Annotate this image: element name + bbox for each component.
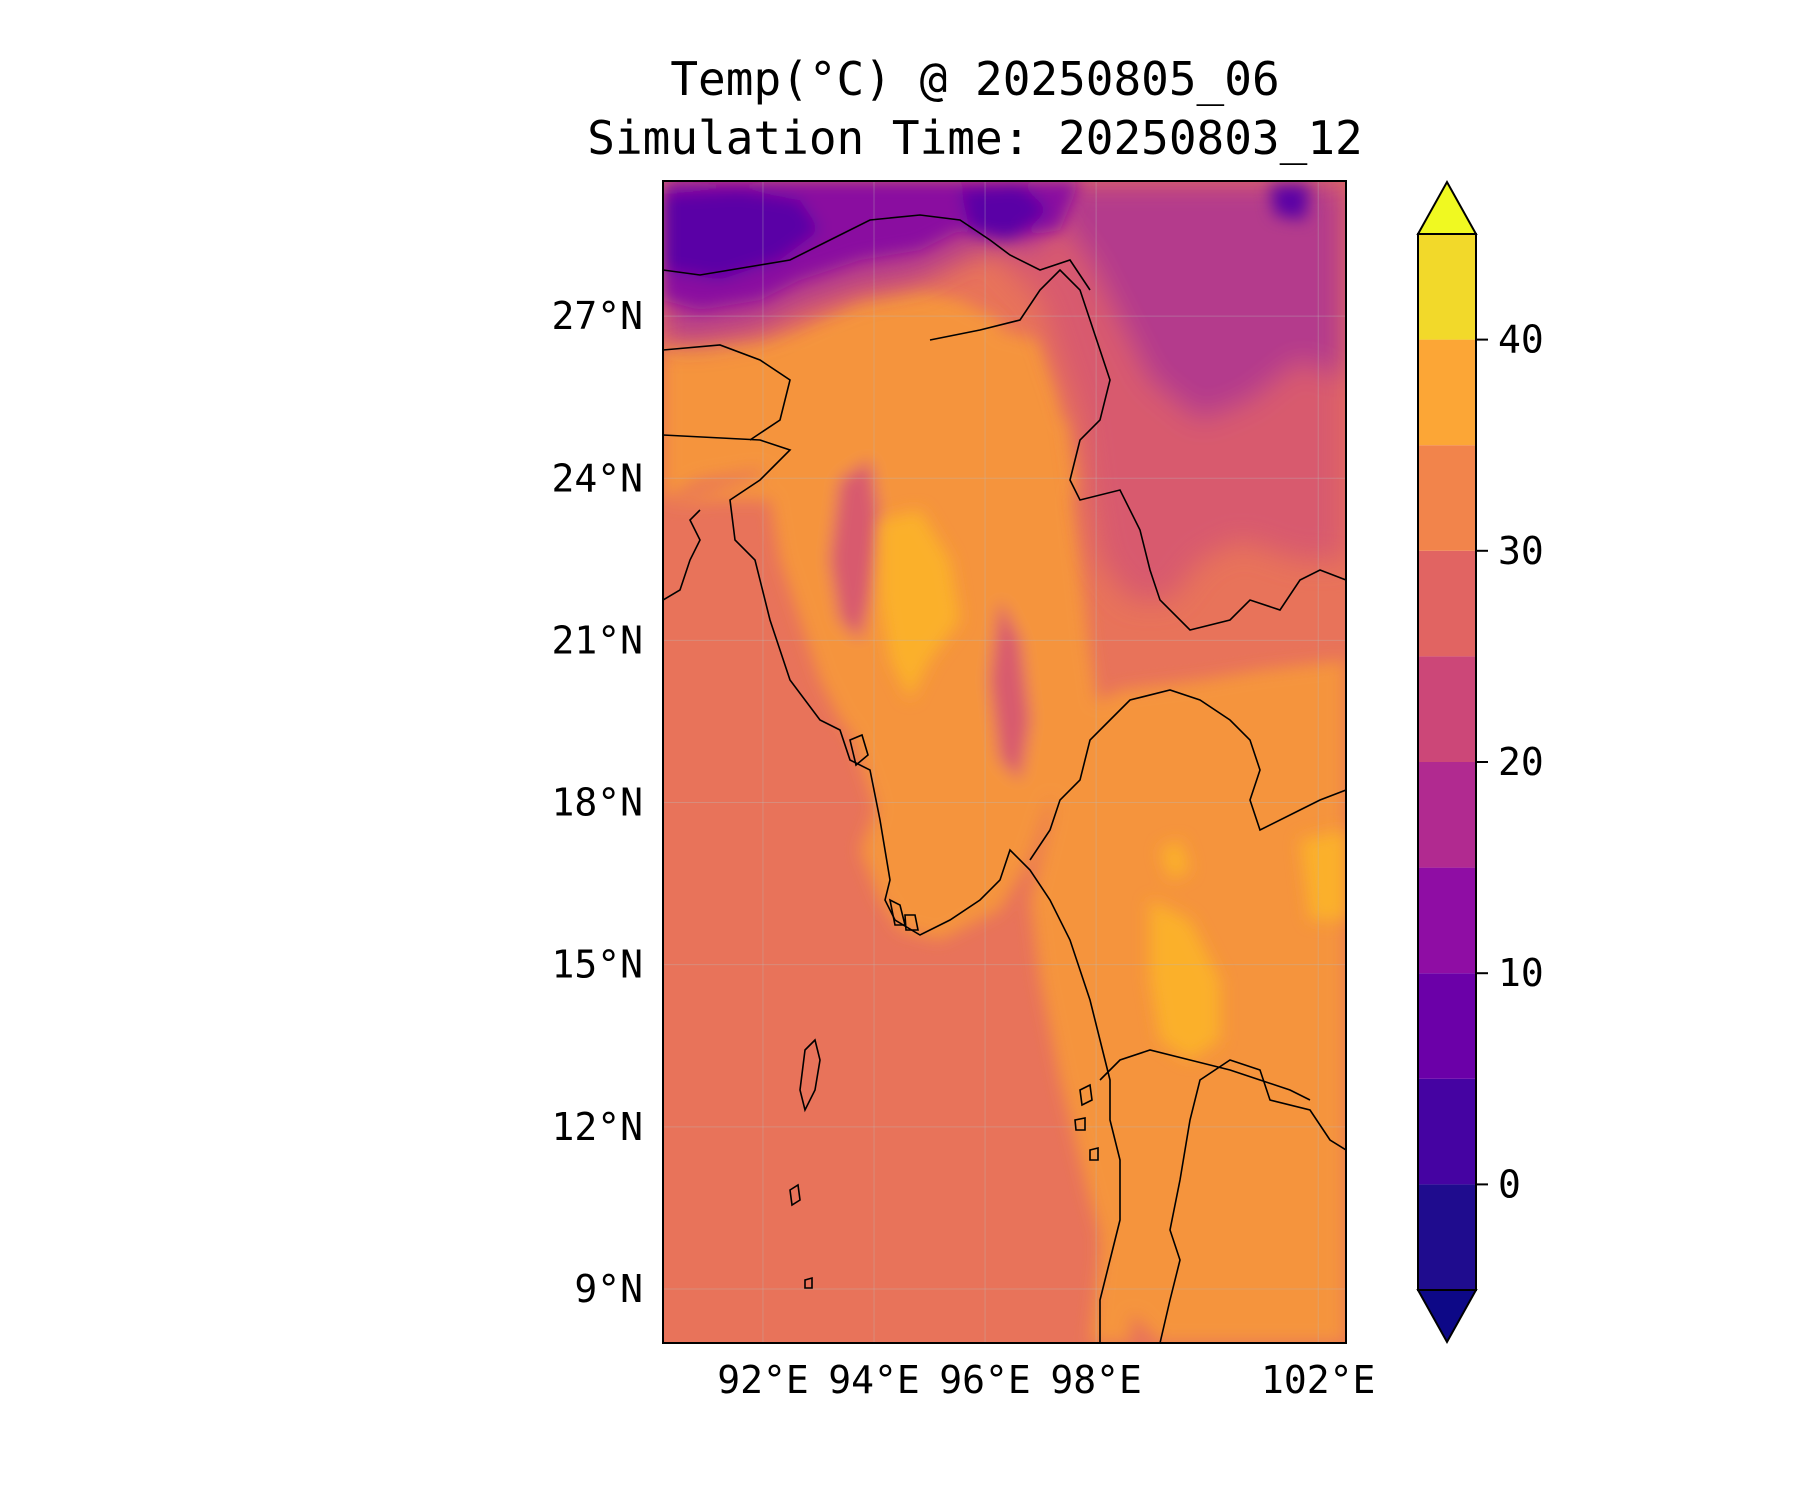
title-line-1: Temp(°C) @ 20250805_06 bbox=[670, 52, 1279, 106]
colorbar-segment bbox=[1418, 656, 1476, 762]
lon-tick-label: 92°E bbox=[717, 1358, 809, 1402]
colorbar-tick-label: 10 bbox=[1498, 951, 1544, 995]
colorbar-segment bbox=[1418, 973, 1476, 1079]
irrawaddy-delta-islands bbox=[888, 898, 919, 931]
andaman-island-3 bbox=[804, 1276, 813, 1289]
himalaya-border bbox=[663, 214, 1091, 291]
colorbar-segment bbox=[1418, 867, 1476, 974]
lon-tick-label: 94°E bbox=[828, 1358, 920, 1402]
bay-of-bengal-coast bbox=[663, 434, 1121, 1343]
colorbar-segment bbox=[1418, 234, 1476, 340]
colorbar-tick-label: 0 bbox=[1498, 1162, 1521, 1206]
myanmar-thai-border bbox=[1029, 689, 1346, 861]
colorbar-tick-label: 40 bbox=[1498, 318, 1544, 362]
lat-tick-label: 12°N bbox=[551, 1105, 643, 1149]
colorbar-extend-low bbox=[1416, 1289, 1478, 1345]
coastlines-borders bbox=[663, 214, 1346, 1343]
cold-field bbox=[663, 181, 1310, 310]
lat-tick-label: 18°N bbox=[551, 781, 643, 825]
title-line-2: Simulation Time: 20250803_12 bbox=[587, 111, 1362, 165]
lat-tick-label: 15°N bbox=[551, 943, 643, 987]
cheduba-island bbox=[849, 733, 869, 767]
colorbar-segment bbox=[1418, 1078, 1476, 1185]
colorbar-segment bbox=[1418, 445, 1476, 551]
temperature-map bbox=[663, 181, 1346, 1343]
colorbar-tick-label: 30 bbox=[1498, 529, 1544, 573]
hot-pockets bbox=[880, 510, 1346, 1060]
latitude-axis: 9°N 12°N 15°N 18°N 21°N 24°N 27°N bbox=[551, 294, 643, 1311]
lon-tick-label: 102°E bbox=[1261, 1358, 1375, 1402]
andaman-island-2 bbox=[789, 1183, 801, 1207]
colorbar-tick-label: 20 bbox=[1498, 740, 1544, 784]
lon-tick-label: 98°E bbox=[1050, 1358, 1142, 1402]
longitude-axis: 92°E 94°E 96°E 98°E 102°E bbox=[717, 1358, 1375, 1402]
colorbar-extend-high bbox=[1416, 179, 1478, 235]
lat-tick-label: 27°N bbox=[551, 294, 643, 338]
map-frame bbox=[662, 180, 1347, 1344]
lat-tick-label: 9°N bbox=[574, 1267, 643, 1311]
thai-inner-border bbox=[1099, 1049, 1311, 1101]
colorbar-segment bbox=[1418, 339, 1476, 446]
lat-tick-label: 21°N bbox=[551, 618, 643, 662]
colorbar-segment bbox=[1418, 762, 1476, 868]
colorbar: 0 10 20 30 40 bbox=[1416, 179, 1544, 1345]
lat-tick-label: 24°N bbox=[551, 456, 643, 500]
thailand-gulf-coast bbox=[1159, 1059, 1346, 1343]
myanmar-border-north bbox=[929, 268, 1346, 631]
colorbar-segment bbox=[1418, 1184, 1476, 1290]
land-field bbox=[663, 290, 1346, 1343]
colorbar-segment bbox=[1418, 550, 1476, 657]
mergui-islands bbox=[1074, 1083, 1099, 1161]
ganges-delta-coast bbox=[663, 509, 701, 601]
andaman-island-1 bbox=[799, 1038, 821, 1113]
lon-tick-label: 96°E bbox=[939, 1358, 1031, 1402]
india-bangladesh-border bbox=[663, 344, 791, 441]
